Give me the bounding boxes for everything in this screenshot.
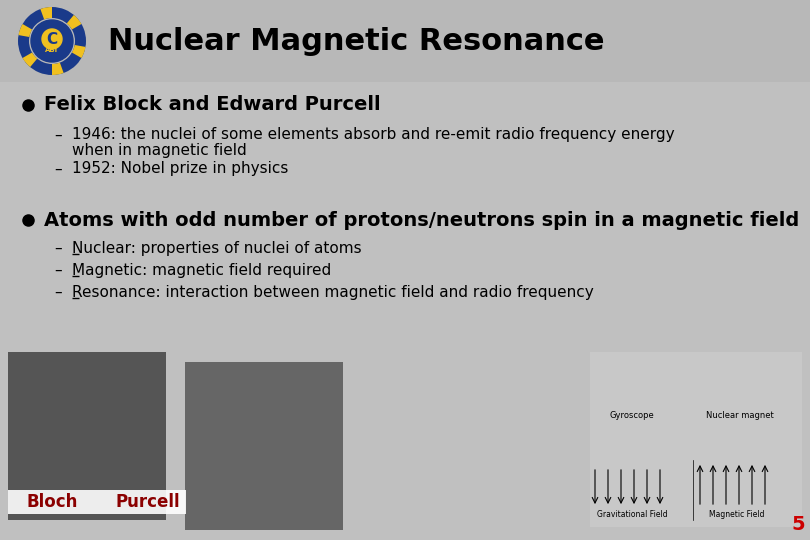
FancyBboxPatch shape — [185, 362, 343, 530]
Text: Magnetic: magnetic field required: Magnetic: magnetic field required — [72, 262, 331, 278]
Circle shape — [31, 20, 73, 62]
Circle shape — [42, 29, 62, 49]
Text: Resonance: interaction between magnetic field and radio frequency: Resonance: interaction between magnetic … — [72, 285, 594, 300]
Wedge shape — [19, 24, 32, 37]
Text: Nuclear magnet: Nuclear magnet — [706, 411, 774, 420]
Text: –: – — [54, 161, 62, 177]
Text: Atoms with odd number of protons/neutrons spin in a magnetic field: Atoms with odd number of protons/neutron… — [44, 211, 799, 229]
Text: –: – — [54, 285, 62, 300]
Text: –: – — [54, 262, 62, 278]
Text: Gravitational Field: Gravitational Field — [597, 510, 667, 519]
Wedge shape — [40, 7, 52, 19]
Wedge shape — [72, 45, 86, 58]
Text: Nuclear: properties of nuclei of atoms: Nuclear: properties of nuclei of atoms — [72, 240, 361, 255]
Wedge shape — [52, 63, 64, 75]
Text: 1952: Nobel prize in physics: 1952: Nobel prize in physics — [72, 161, 288, 177]
Text: Nuclear Magnetic Resonance: Nuclear Magnetic Resonance — [108, 26, 604, 56]
FancyBboxPatch shape — [8, 352, 166, 520]
FancyBboxPatch shape — [590, 352, 802, 527]
Text: 5: 5 — [791, 515, 805, 534]
Text: –: – — [54, 127, 62, 143]
Text: Bloch: Bloch — [26, 493, 78, 511]
FancyBboxPatch shape — [0, 0, 810, 82]
Text: ABI: ABI — [45, 47, 58, 53]
Text: –: – — [54, 240, 62, 255]
Wedge shape — [66, 15, 82, 30]
Text: C: C — [46, 31, 58, 46]
Text: Magnetic Field: Magnetic Field — [710, 510, 765, 519]
Text: Gyroscope: Gyroscope — [610, 411, 654, 420]
Text: 1946: the nuclei of some elements absorb and re-emit radio frequency energy: 1946: the nuclei of some elements absorb… — [72, 127, 675, 143]
Wedge shape — [18, 7, 86, 75]
Text: when in magnetic field: when in magnetic field — [72, 144, 247, 159]
Text: Purcell: Purcell — [116, 493, 181, 511]
Wedge shape — [23, 52, 37, 67]
FancyBboxPatch shape — [8, 490, 186, 514]
Text: Felix Block and Edward Purcell: Felix Block and Edward Purcell — [44, 96, 381, 114]
